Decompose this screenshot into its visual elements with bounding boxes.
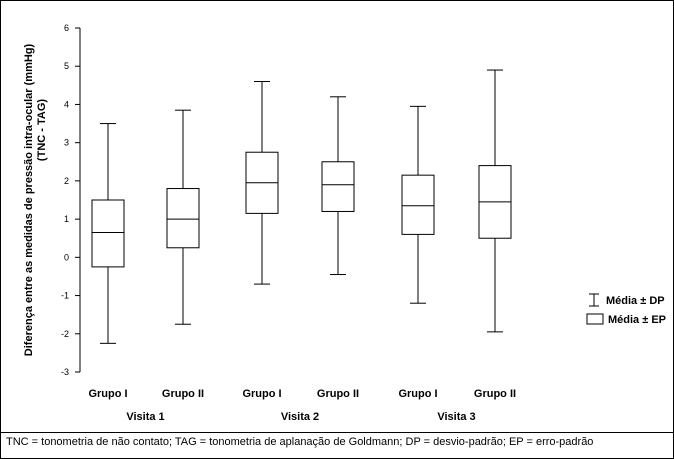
ep-box: [401, 174, 435, 235]
group-label: Grupo I: [398, 388, 437, 400]
y-tick-label: 1: [64, 214, 69, 224]
y-tick-label: -3: [61, 367, 69, 377]
y-tick-label: -2: [61, 329, 69, 339]
y-tick-label: 3: [64, 138, 69, 148]
group-label: Grupo II: [474, 388, 516, 400]
y-axis-title: Diferença entre as medidas de pressão in…: [23, 43, 35, 356]
group-label: Grupo I: [242, 388, 281, 400]
y-tick-label: 6: [64, 23, 69, 33]
footnote: TNC = tonometria de não contato; TAG = t…: [6, 436, 594, 448]
group-label: Grupo II: [162, 388, 204, 400]
y-tick-label: 5: [64, 61, 69, 71]
ep-box: [321, 161, 355, 212]
group-label: Grupo II: [317, 388, 359, 400]
y-axis-subtitle: (TNC - TAG): [36, 99, 48, 161]
visit-label: Visita 2: [281, 411, 319, 423]
y-tick-label: 2: [64, 176, 69, 186]
visit-label: Visita 3: [437, 411, 475, 423]
legend-box-label: Média ± EP: [608, 314, 666, 326]
legend-whisker-label: Média ± DP: [606, 295, 665, 307]
y-tick-label: -1: [61, 291, 69, 301]
ep-box: [166, 188, 200, 249]
y-tick-label: 0: [64, 252, 69, 262]
group-label: Grupo I: [88, 388, 127, 400]
legend-box-symbol: [586, 313, 604, 325]
ep-box: [91, 199, 125, 268]
visit-label: Visita 1: [126, 411, 164, 423]
y-tick-label: 4: [64, 99, 69, 109]
